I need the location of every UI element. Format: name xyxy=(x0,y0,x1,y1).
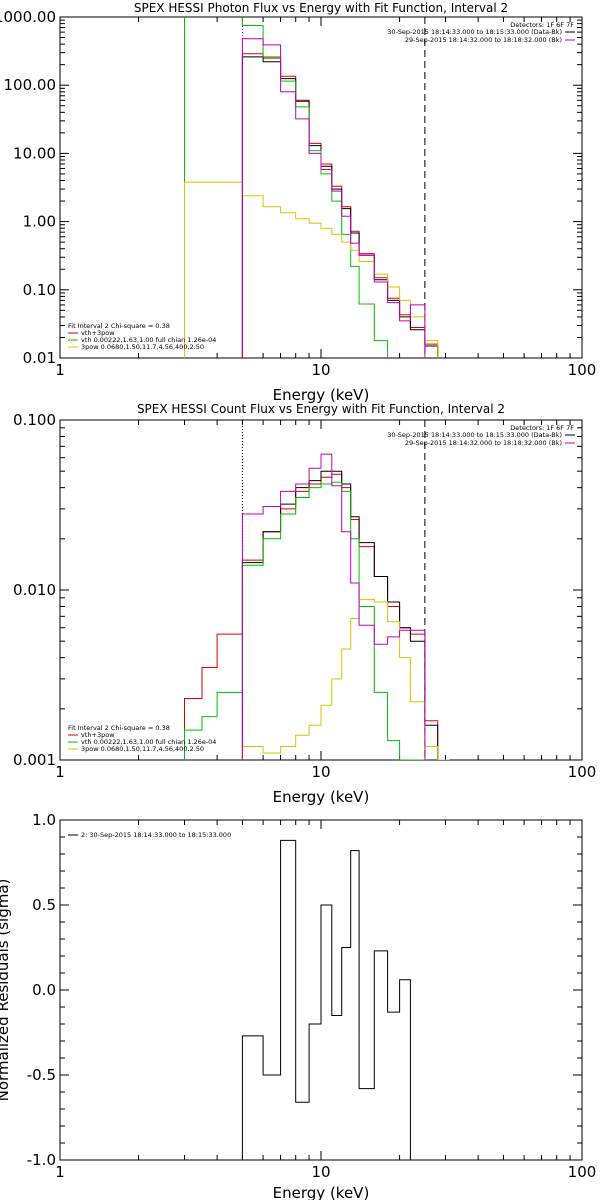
y-tick-label: -1.0 xyxy=(27,1151,56,1169)
x-tick-label: 1 xyxy=(55,361,65,379)
x-axis-label: Energy (keV) xyxy=(273,386,370,404)
legend-entry-left: vth 0.00222,1.63,1.00 full chian 1.26e-0… xyxy=(81,336,216,344)
chart-panel-1: SPEX HESSI Photon Flux vs Energy with Fi… xyxy=(0,1,597,404)
x-tick-label: 10 xyxy=(311,361,330,379)
x-axis-label: Energy (keV) xyxy=(273,1184,370,1200)
legend-fit-header: Fit Interval 2 Chi-square = 0.38 xyxy=(68,724,170,732)
chart-panel-2: SPEX HESSI Count Flux vs Energy with Fit… xyxy=(13,402,596,806)
chart-panel-3: 1 10 100 Energy (keV) -1.0 -0.5 0.0 0.5 1.0 Norma… xyxy=(0,811,596,1200)
y-tick-label: 1000.00 xyxy=(0,8,56,26)
legend-fit-header: Fit Interval 2 Chi-square = 0.38 xyxy=(68,322,170,330)
legend-detectors: Detectors: 1F 6F 7F xyxy=(510,21,574,29)
x-tick-label: 100 xyxy=(568,1163,597,1181)
y-tick-label: 1.00 xyxy=(23,213,56,231)
x-tick-label: 100 xyxy=(568,361,597,379)
y-tick-label: 0.001 xyxy=(13,751,56,769)
y-tick-label: 10.00 xyxy=(13,144,56,162)
legend-entry-left: 2: 30-Sep-2015 18:14:33.000 to 18:15:33.… xyxy=(81,831,231,839)
legend-entry-right: 30-Sep-2015 18:14:33.000 to 18:15:33.000… xyxy=(387,431,562,439)
legend-entry-right: 29-Sep-2015 18:14:32.000 to 18:18:32.000… xyxy=(405,439,562,447)
y-tick-label: -0.5 xyxy=(27,1066,56,1084)
series-line-4 xyxy=(184,181,439,358)
plot-frame xyxy=(59,16,583,359)
x-tick-label: 10 xyxy=(311,763,330,781)
series-line-2 xyxy=(241,56,439,358)
legend-entry-left: vth+3pow xyxy=(81,731,115,739)
y-tick-label: 0.010 xyxy=(13,581,56,599)
y-tick-label: 1.0 xyxy=(32,811,56,829)
x-tick-label: 10 xyxy=(311,1163,330,1181)
y-tick-label: 0.100 xyxy=(13,411,56,429)
y-tick-label: 0.01 xyxy=(23,349,56,367)
legend-entry-right: 29-Sep-2015 18:14:32.000 to 18:18:32.000… xyxy=(405,36,562,44)
legend-entry-left: 3pow 0.0680,1.50,11.7,4.56,400,2.50 xyxy=(81,745,204,753)
legend-detectors: Detectors: 1F 6F 7F xyxy=(510,424,574,432)
chart-title: SPEX HESSI Photon Flux vs Energy with Fi… xyxy=(134,1,508,15)
x-tick-label: 1 xyxy=(55,763,65,781)
legend-entry-left: vth+3pow xyxy=(81,329,115,337)
y-tick-label: 0.10 xyxy=(23,281,56,299)
x-axis-label: Energy (keV) xyxy=(273,788,370,806)
x-tick-label: 1 xyxy=(55,1163,65,1181)
series-line-6 xyxy=(241,453,426,760)
series-line-3 xyxy=(184,481,426,760)
y-tick-label: 0.5 xyxy=(32,896,56,914)
series-line-3 xyxy=(184,17,389,358)
y-axis-label: Normalized Residuals (sigma) xyxy=(0,879,12,1102)
chart-title: SPEX HESSI Count Flux vs Energy with Fit… xyxy=(137,402,505,416)
series-line-1 xyxy=(241,839,411,1160)
series-line-5 xyxy=(241,38,426,358)
x-tick-label: 100 xyxy=(568,763,597,781)
legend-entry-left: 3pow 0.0680,1.50,11.7,4.56,400,2.50 xyxy=(81,343,204,351)
series-line-2 xyxy=(241,470,439,760)
legend-entry-right: 30-Sep-2015 18:14:33.000 to 18:15:33.000… xyxy=(387,28,562,36)
y-tick-label: 100.00 xyxy=(4,76,57,94)
y-tick-label: 0.0 xyxy=(32,981,56,999)
legend-entry-left: vth 0.00222,1.63,1.00 full chian 1.26e-0… xyxy=(81,738,216,746)
series-line-5 xyxy=(241,598,450,760)
